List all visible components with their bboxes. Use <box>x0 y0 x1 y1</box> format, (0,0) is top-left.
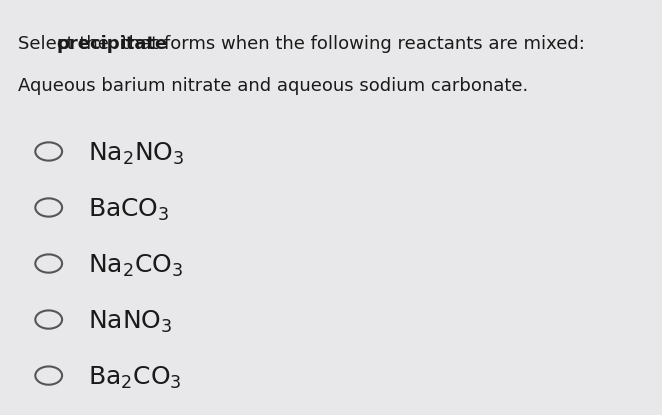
Text: Aqueous barium nitrate and aqueous sodium carbonate.: Aqueous barium nitrate and aqueous sodiu… <box>19 77 528 95</box>
Text: Na$_2$NO$_3$: Na$_2$NO$_3$ <box>88 140 185 167</box>
Text: precipitate: precipitate <box>57 35 168 53</box>
Text: that forms when the following reactants are mixed:: that forms when the following reactants … <box>116 35 585 53</box>
Text: Ba$_2$CO$_3$: Ba$_2$CO$_3$ <box>88 364 182 391</box>
Text: Na$_2$CO$_3$: Na$_2$CO$_3$ <box>88 252 183 279</box>
Text: BaCO$_3$: BaCO$_3$ <box>88 196 170 223</box>
Text: NaNO$_3$: NaNO$_3$ <box>88 308 173 335</box>
Text: Select the: Select the <box>19 35 115 53</box>
